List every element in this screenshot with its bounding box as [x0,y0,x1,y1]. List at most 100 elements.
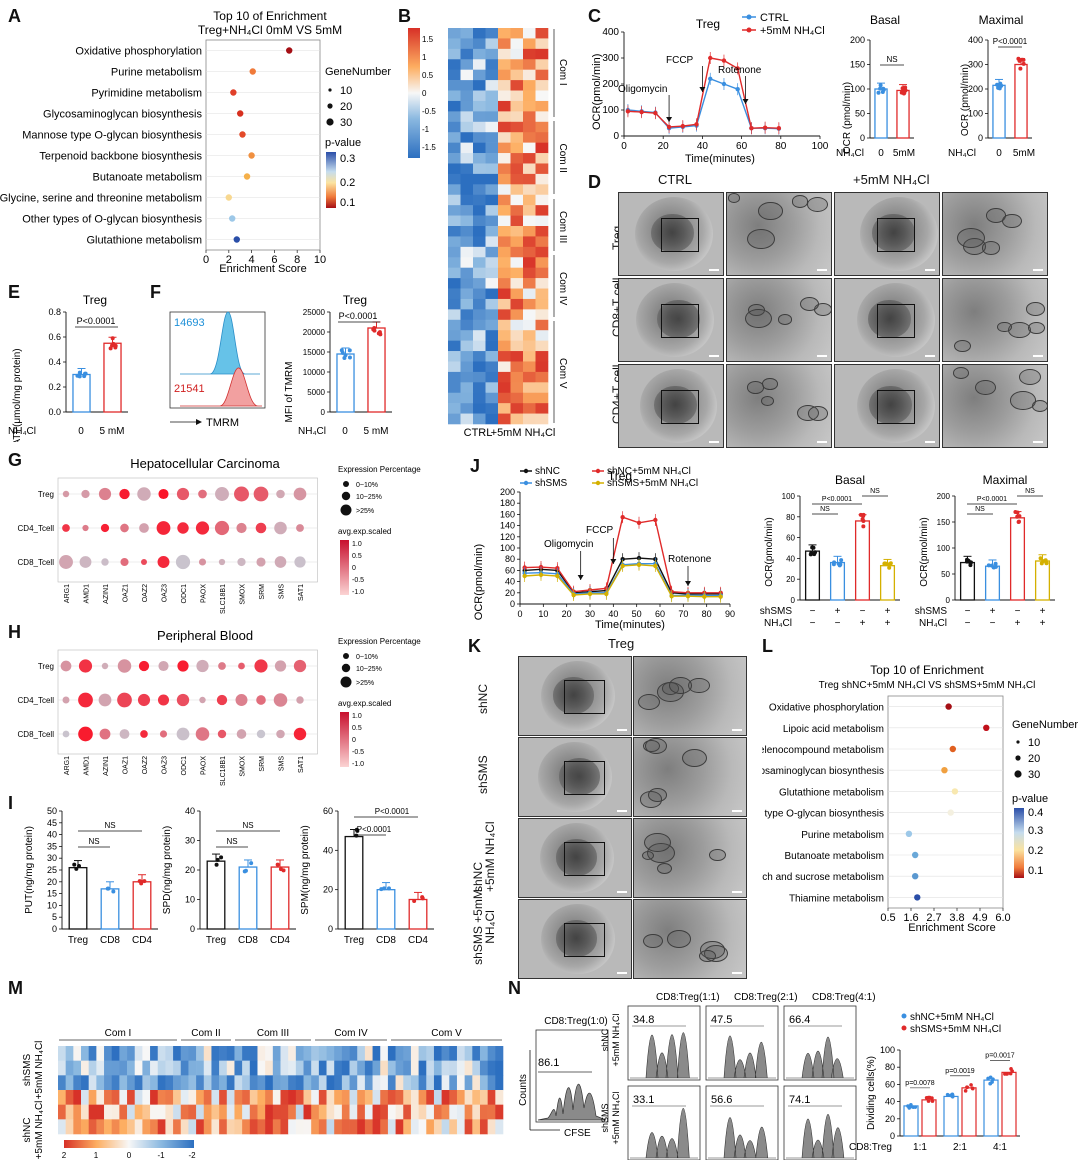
J-max-shsms-label: shSMS [915,606,948,617]
panel-n-datapoint [924,1095,929,1100]
panel-n-datapoint [1010,1069,1014,1073]
panel-h-colorbar [340,712,349,767]
panel-n-legend-dot [901,1013,907,1019]
panel-n-gate-value: 66.4 [789,1014,810,1026]
panel-b-heat-cell [473,319,486,331]
panel-d-scale-bar [709,355,719,357]
panel-b-heat-cell [523,267,536,279]
panel-b-heat-cell [448,403,461,414]
panel-m-heat-cell [196,1060,205,1076]
panel-m-heat-cell [311,1075,320,1091]
panel-b-heat-cell [485,319,499,331]
panel-b-heat-cell [535,80,549,91]
a-dot [237,110,244,117]
panel-m-heat-cell [418,1119,427,1135]
panel-m-heat-cell [96,1075,105,1091]
panel-c-point [639,109,644,115]
panel-b-heat-cell [473,340,486,352]
panel-m-heat-cell [134,1090,143,1105]
panel-b-heat-cell [448,69,461,81]
panel-d-zoom-box [660,389,699,425]
panel-i-1-ytick-label: 40 [185,806,195,816]
panel-g-legend-title1: Expression Percentage [338,465,421,474]
J-basal-ytick-label: 40 [786,554,795,563]
panel-m-heat-cell [433,1060,442,1076]
panel-b-heat-cell [523,392,536,404]
a-category-label: Butanoate metabolism [93,172,202,184]
panel-m-com-label: Com II [191,1028,220,1039]
panel-m-heat-cell [111,1075,120,1091]
panel-j-legend-dot [523,468,529,474]
panel-j-ytick-label: 80 [505,554,515,564]
panel-b-heat-cell [448,340,461,352]
panel-m-heat-cell [234,1075,243,1091]
panel-k-cell-image [518,737,632,817]
J-max-bar [1034,560,1051,601]
panel-m-heat-cell [418,1104,427,1120]
panel-b-heat-cell [510,361,524,373]
J-max-bar [984,565,1001,601]
panel-b-heat-cell [448,278,461,289]
panel-b-heat-cell [448,215,461,227]
panel-g-title: Hepatocellular Carcinoma [130,456,280,471]
panel-d-mitochondrion [1002,213,1022,229]
panel-d-mitochondrion [806,196,828,212]
panel-b-heat-cell [485,38,499,50]
panel-c-legend-ctrl: CTRL [760,12,789,24]
panel-f-arrow-head [196,419,202,425]
panel-c-fccp: FCCP [666,55,694,66]
panel-m-heat-cell [326,1119,335,1135]
panel-b-heat-cell [510,28,524,39]
G-plot-dot [175,554,191,570]
panel-j-xtick-label: 30 [585,609,595,619]
panel-m-heat-cell [265,1104,274,1120]
panel-m-heat-cell [188,1046,197,1061]
panel-i-0-ytick-label: 0 [52,924,57,934]
panel-m-heat-cell [111,1090,120,1105]
panel-f-datapoint [377,330,382,335]
l-category-label: Purine metabolism [801,830,884,841]
panel-h-cb-3: 0 [352,737,356,744]
panel-m-heat-cell [127,1075,136,1091]
panel-m-row-1b: +5mM NH₄Cl [34,1041,45,1100]
panel-d-cell-image [618,192,724,276]
panel-j-ytick-label: 140 [500,521,515,531]
panel-m-heat-cell [272,1119,281,1135]
l-category-label: Starch and sucrose metabolism [762,872,884,883]
panel-d-mitochondrion [807,406,828,421]
panel-label-i: I [8,793,14,813]
panel-m-heat-cell [104,1090,113,1105]
panel-m-row-2a: shNC [22,1117,33,1142]
panel-b-heat-cell [498,319,511,331]
panel-m-heat-cell [226,1046,235,1061]
panel-m-heat-cell [203,1075,212,1091]
panel-f-xlabel: NH₄Cl [298,426,326,437]
panel-n-hist-frame [627,1085,701,1160]
panel-m-heat-cell [449,1060,458,1076]
panel-m-heat-cell [58,1090,66,1105]
panel-n-row-2a: shSMS [600,1103,610,1132]
panel-i-sig-ns: NS [88,837,99,846]
panel-m-heat-cell [479,1046,488,1061]
panel-m-heat-cell [395,1090,404,1105]
panel-b-heat-cell [448,173,461,185]
l-category-label: Glutathione metabolism [779,787,884,798]
H-plot-dot [199,696,206,704]
panel-m-heat-cell [272,1075,281,1091]
J-basal-title: Basal [835,473,865,487]
panel-l-legend-size-20: 20 [1028,753,1040,765]
panel-b-heat-cell [535,90,549,102]
G-plot-dot [82,524,89,532]
panel-b-heat-cell [473,351,486,362]
panel-c-max-datapoint [1021,61,1026,66]
panel-b-xlabel-ctrl: CTRL [464,427,493,439]
panel-b-heat-cell [498,257,511,268]
panel-b-heat-cell [498,184,511,196]
panel-k-mitochondrion [666,929,692,948]
panel-d-nucleus [650,213,694,253]
H-plot-dot [117,692,132,708]
panel-i-2-ytick-label: 60 [323,806,333,816]
panel-i-0-datapoint [142,879,147,884]
panel-b-heat-cell [510,319,524,331]
panel-c-xtick-label: 100 [812,141,829,152]
